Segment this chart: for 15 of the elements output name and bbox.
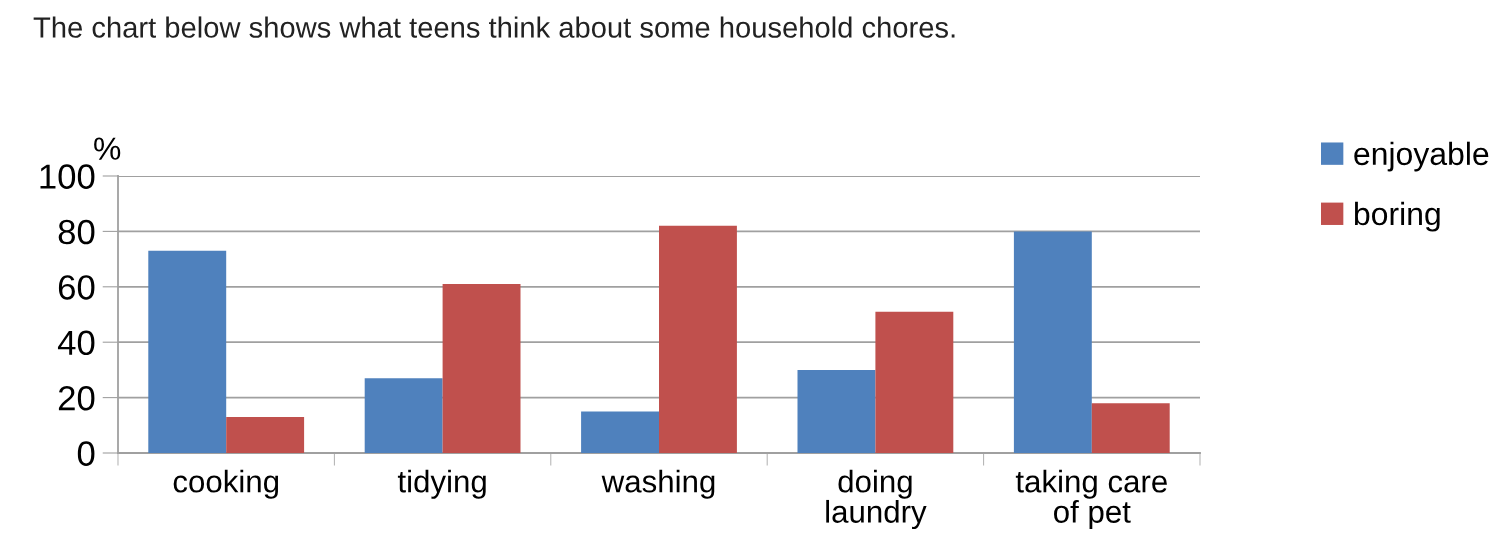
y-tick-label: 0: [77, 441, 95, 466]
chart-title: The chart below shows what teens think about some household chores.: [33, 16, 955, 38]
x-tick-label: taking care of pet: [1015, 469, 1167, 530]
y-tick-label: 100: [40, 164, 95, 189]
y-tick-label: 80: [58, 219, 95, 245]
x-tick-label: tidying: [397, 469, 486, 499]
legend-label: boring: [1354, 201, 1440, 232]
x-tick-label: cooking: [173, 469, 279, 499]
x-tick-label: doing laundry: [826, 469, 927, 530]
x-tick-label: washing: [601, 469, 715, 499]
y-axis-title: %: [94, 137, 121, 160]
y-tick-label: 60: [58, 275, 95, 300]
legend-label: enjoyable: [1354, 141, 1489, 172]
y-tick-label: 40: [57, 330, 95, 356]
y-tick-label: 20: [58, 385, 95, 411]
